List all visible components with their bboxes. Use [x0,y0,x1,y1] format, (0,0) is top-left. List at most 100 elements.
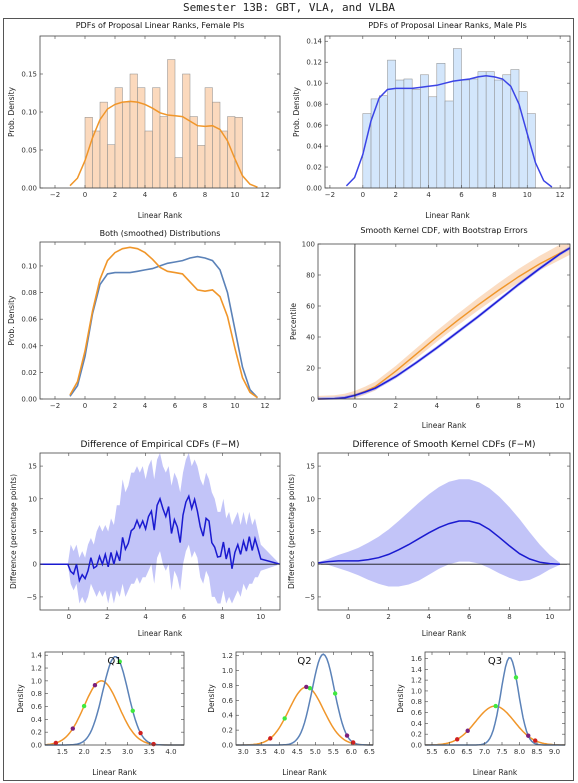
Q1-density-male [45,655,184,746]
female_pdf-xtick-label: 10 [231,191,240,199]
male_pdf-xtick-label: 12 [556,191,565,199]
both-xtick-label: 6 [173,402,178,410]
diff_emp-band [40,453,280,604]
Q1-ytick-label: 0.8 [31,690,42,698]
diff_kern-ytick-label: 15 [306,463,315,471]
Q3-point-red [455,737,460,742]
both-xtick-label: 4 [143,402,148,410]
both-title: Both (smoothed) Distributions [100,229,221,238]
diff_emp-ytick-label: 5 [33,528,37,536]
diff_emp-xtick-label: 2 [105,613,109,621]
male_pdf-xlabel: Linear Rank [425,211,470,220]
Q1-ytick-label: 1.0 [31,677,42,685]
both-xtick-label: 0 [83,402,87,410]
Q3-ytick-label: 0.8 [411,698,422,706]
diff_kern-xtick-label: 10 [545,613,554,621]
diff_emp-ylabel: Difference (percentage points) [9,474,18,589]
Q1-xtick-label: 3.5 [144,748,155,756]
female_pdf-bar [174,157,183,189]
both-xtick-label: −2 [50,402,60,410]
Q2-ytick-label: 0.6 [222,697,234,705]
figure-frame [3,18,574,781]
Q3-ytick-label: 0.2 [411,731,422,739]
Q3-xtick-label: 6.5 [461,748,472,756]
Q2-point-green [332,691,338,696]
female_pdf-bar [189,116,198,189]
female_pdf-bar [92,130,101,189]
cdf-ylabel: Percentile [289,303,298,340]
male_pdf-ytick-label: 0.14 [306,38,322,46]
Q3-xtick-label: 6.0 [444,748,455,756]
diff_emp-title: Difference of Empirical CDFs (F−M) [81,440,240,450]
female_pdf-bar [129,73,138,189]
Q2-frame [235,651,374,746]
female_pdf-bar [152,87,161,189]
Q1-ytick-label: 0.4 [31,716,43,724]
Q1-density-female [44,680,184,746]
female_pdf-xtick-label: 6 [173,191,178,199]
Q2-ytick-label: 1.2 [222,652,233,660]
female_pdf-kde-line [69,100,258,188]
female_pdf-xtick-label: 2 [113,191,117,199]
diff_emp-ytick-label: −5 [27,593,37,601]
male_pdf-bar [502,74,512,189]
Q2-title: Q2 [297,656,311,667]
both-axes: −2 0 2 4 6 8 10 12 0.00 0.02 0.04 0.06 0.08 0.10 Both … [7,229,281,410]
female_pdf-bar [159,116,168,189]
male_pdf-ytick-label: 0.08 [306,101,322,109]
diff_kern-xtick-label: 8 [507,613,511,621]
Q2-point-red [268,736,273,741]
Q1-ytick-label: 0.6 [31,703,43,711]
female_pdf-xtick-label: 8 [203,191,207,199]
Q1-frame [44,651,185,746]
male_pdf-title: PDFs of Proposal Linear Ranks, Male PIs [368,21,527,30]
Q2-point-purple [304,684,309,690]
male_pdf-ytick-label: 0.04 [306,143,322,151]
Q1-point-green [117,659,122,664]
female_pdf-bar [204,87,213,189]
Q3-title: Q3 [488,656,502,667]
female_pdf-bar [197,145,206,189]
Q3-point-green [513,675,519,680]
female_pdf-xlabel: Linear Rank [138,211,183,220]
Q2-point-green [307,686,313,691]
Q3-ylabel: Density [396,684,405,713]
Q1-xtick-label: 2.0 [79,748,90,756]
female_pdf-bar [234,117,243,189]
Q3-point-purple [526,733,531,738]
Q1-title: Q1 [107,656,121,667]
male_pdf-bar [444,100,454,189]
cdf-female-band [318,244,570,399]
female_pdf-xtick-label: 0 [83,191,87,199]
male_pdf-xtick-label: 4 [426,191,431,199]
diff_kern-xtick-label: 0 [346,613,350,621]
Q1-point-red [151,741,156,747]
Q1-ytick-label: 0.2 [31,729,42,737]
male_pdf-xtick-label: 6 [459,191,464,199]
diff_kern-xtick-label: 2 [386,613,390,621]
Q3-ytick-label: 0.0 [411,742,422,750]
male_pdf-bar [395,79,405,189]
Q1-xlabel: Linear Rank [92,768,137,777]
Q3-xtick-label: 8.0 [514,748,525,756]
female_pdf-bar [227,116,236,189]
female_pdf-xtick-label: 4 [143,191,148,199]
both-series-male [69,255,259,399]
male_pdf-bar [387,59,396,189]
Q1-ytick-label: 1.2 [31,665,42,673]
Q1-point-purple [92,683,98,688]
Q2-ytick-label: 0.0 [222,742,233,750]
diff_kern-xtick-label: 4 [427,613,432,621]
both-ytick-label: 0.06 [21,316,37,324]
cdf-xtick-label: 0 [353,402,357,410]
male_pdf-bar [469,78,479,189]
cdf-ytick-label: 20 [306,365,315,373]
diff_kern-axes: 0 2 4 6 8 10 −5 0 5 10 15 Difference of Smooth Kern… [287,440,571,638]
Q3-point-purple [465,728,470,733]
diff_emp-xtick-label: 8 [220,613,224,621]
Q1-ytick-label: 0.0 [31,742,42,750]
male_pdf-bar [420,74,429,189]
male_pdf-bar [477,71,487,189]
Q1-xtick-label: 2.5 [100,748,111,756]
